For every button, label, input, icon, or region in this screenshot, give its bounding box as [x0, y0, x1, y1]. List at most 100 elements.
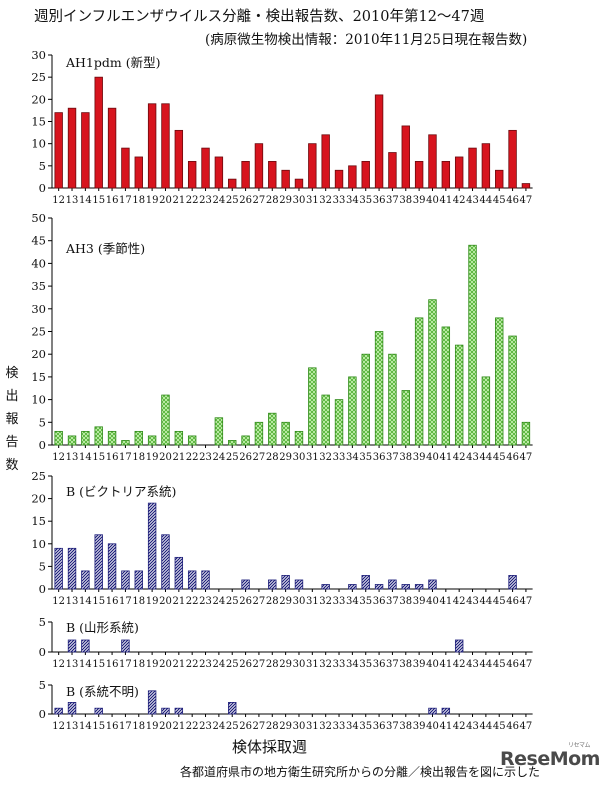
- x-tick-label: 46: [506, 659, 519, 670]
- bar-week-19: [147, 435, 157, 446]
- x-tick-label: 12: [52, 659, 65, 670]
- bar-week-42: [454, 344, 464, 446]
- x-tick-label: 34: [346, 596, 359, 607]
- x-tick-label: 18: [132, 596, 145, 607]
- y-tick-label: 0: [39, 582, 46, 596]
- x-tick-label: 13: [66, 195, 79, 206]
- x-tick-label: 43: [466, 659, 479, 670]
- x-tick-label: 42: [453, 195, 466, 206]
- x-tick-label: 32: [319, 596, 332, 607]
- bar-week-32: [321, 394, 330, 446]
- x-tick-label: 21: [172, 596, 185, 607]
- x-tick-label: 30: [293, 659, 306, 670]
- y-tick-label: 50: [31, 211, 46, 225]
- bar-week-45: [495, 317, 504, 446]
- bar-week-37: [388, 353, 397, 446]
- bar-week-41: [441, 160, 451, 189]
- panel-title: B (系統不明): [66, 684, 139, 699]
- x-tick-label: 40: [426, 596, 439, 607]
- bar-week-21: [174, 556, 184, 590]
- x-tick-label: 22: [186, 452, 199, 463]
- x-tick-label: 45: [493, 452, 506, 463]
- x-tick-label: 30: [293, 195, 306, 206]
- x-tick-label: 24: [213, 596, 226, 607]
- bar-week-38: [401, 584, 410, 590]
- bar-week-39: [414, 160, 424, 189]
- x-tick-label: 43: [466, 596, 479, 607]
- bar-week-13: [67, 435, 77, 446]
- x-axis-label: 検体採取週: [232, 738, 308, 756]
- x-tick-label: 26: [239, 596, 252, 607]
- x-tick-label: 23: [199, 596, 212, 607]
- y-tick-label: 5: [39, 415, 46, 429]
- bar-week-35: [361, 575, 370, 590]
- bar-week-40: [428, 579, 437, 590]
- bar-week-17: [121, 570, 130, 590]
- x-tick-label: 13: [66, 596, 79, 607]
- x-tick-label: 45: [493, 721, 506, 732]
- bar-week-45: [495, 169, 504, 189]
- y-tick-label: 30: [31, 48, 46, 62]
- x-tick-label: 17: [119, 721, 132, 732]
- bar-week-47: [521, 421, 531, 446]
- bar-week-29: [281, 169, 290, 189]
- y-tick-label: 5: [39, 559, 46, 573]
- y-tick-label: 20: [31, 92, 46, 106]
- x-tick-label: 27: [253, 659, 266, 670]
- bar-week-33: [334, 399, 344, 446]
- y-tick-label: 10: [31, 137, 46, 151]
- x-tick-label: 41: [439, 659, 452, 670]
- resemom-logo: ReseMom リセマム: [500, 742, 600, 770]
- bar-week-42: [454, 639, 464, 653]
- x-tick-label: 46: [506, 721, 519, 732]
- bar-week-40: [428, 134, 437, 189]
- bar-week-17: [121, 147, 130, 189]
- bar-week-29: [281, 575, 290, 590]
- y-tick-label: 5: [39, 678, 46, 692]
- bar-week-25: [228, 178, 237, 189]
- bar-week-36: [374, 584, 384, 590]
- bar-week-46: [508, 129, 517, 189]
- bar-week-16: [107, 543, 117, 590]
- x-tick-label: 30: [293, 721, 306, 732]
- x-tick-label: 43: [466, 195, 479, 206]
- bar-week-18: [134, 156, 143, 189]
- x-tick-label: 29: [279, 596, 292, 607]
- x-tick-label: 33: [333, 596, 346, 607]
- x-tick-label: 12: [52, 195, 65, 206]
- bar-week-24: [214, 417, 224, 446]
- bar-week-13: [67, 639, 77, 653]
- x-tick-label: 26: [239, 195, 252, 206]
- x-tick-label: 30: [293, 596, 306, 607]
- x-tick-label: 39: [413, 659, 426, 670]
- x-tick-label: 21: [172, 195, 185, 206]
- x-tick-label: 34: [346, 659, 359, 670]
- x-tick-label: 28: [266, 596, 279, 607]
- x-tick-label: 41: [439, 452, 452, 463]
- x-tick-label: 19: [146, 452, 159, 463]
- x-tick-label: 29: [279, 452, 292, 463]
- x-tick-label: 42: [453, 452, 466, 463]
- x-tick-label: 16: [106, 195, 119, 206]
- x-tick-label: 23: [199, 721, 212, 732]
- bar-week-12: [54, 430, 63, 446]
- bar-week-23: [201, 570, 210, 590]
- bar-week-13: [67, 702, 77, 715]
- x-tick-label: 38: [399, 659, 412, 670]
- x-tick-label: 45: [493, 195, 506, 206]
- y-tick-label: 10: [31, 537, 46, 551]
- bar-week-31: [308, 367, 317, 446]
- x-tick-label: 44: [480, 195, 493, 206]
- x-tick-label: 24: [213, 721, 226, 732]
- bar-week-39: [414, 584, 424, 590]
- x-tick-label: 15: [92, 659, 105, 670]
- x-tick-label: 18: [132, 659, 145, 670]
- x-tick-label: 27: [253, 195, 266, 206]
- x-tick-label: 35: [359, 452, 372, 463]
- bar-week-46: [508, 575, 517, 590]
- bar-week-46: [508, 335, 517, 446]
- x-tick-label: 13: [66, 721, 79, 732]
- x-tick-label: 25: [226, 195, 239, 206]
